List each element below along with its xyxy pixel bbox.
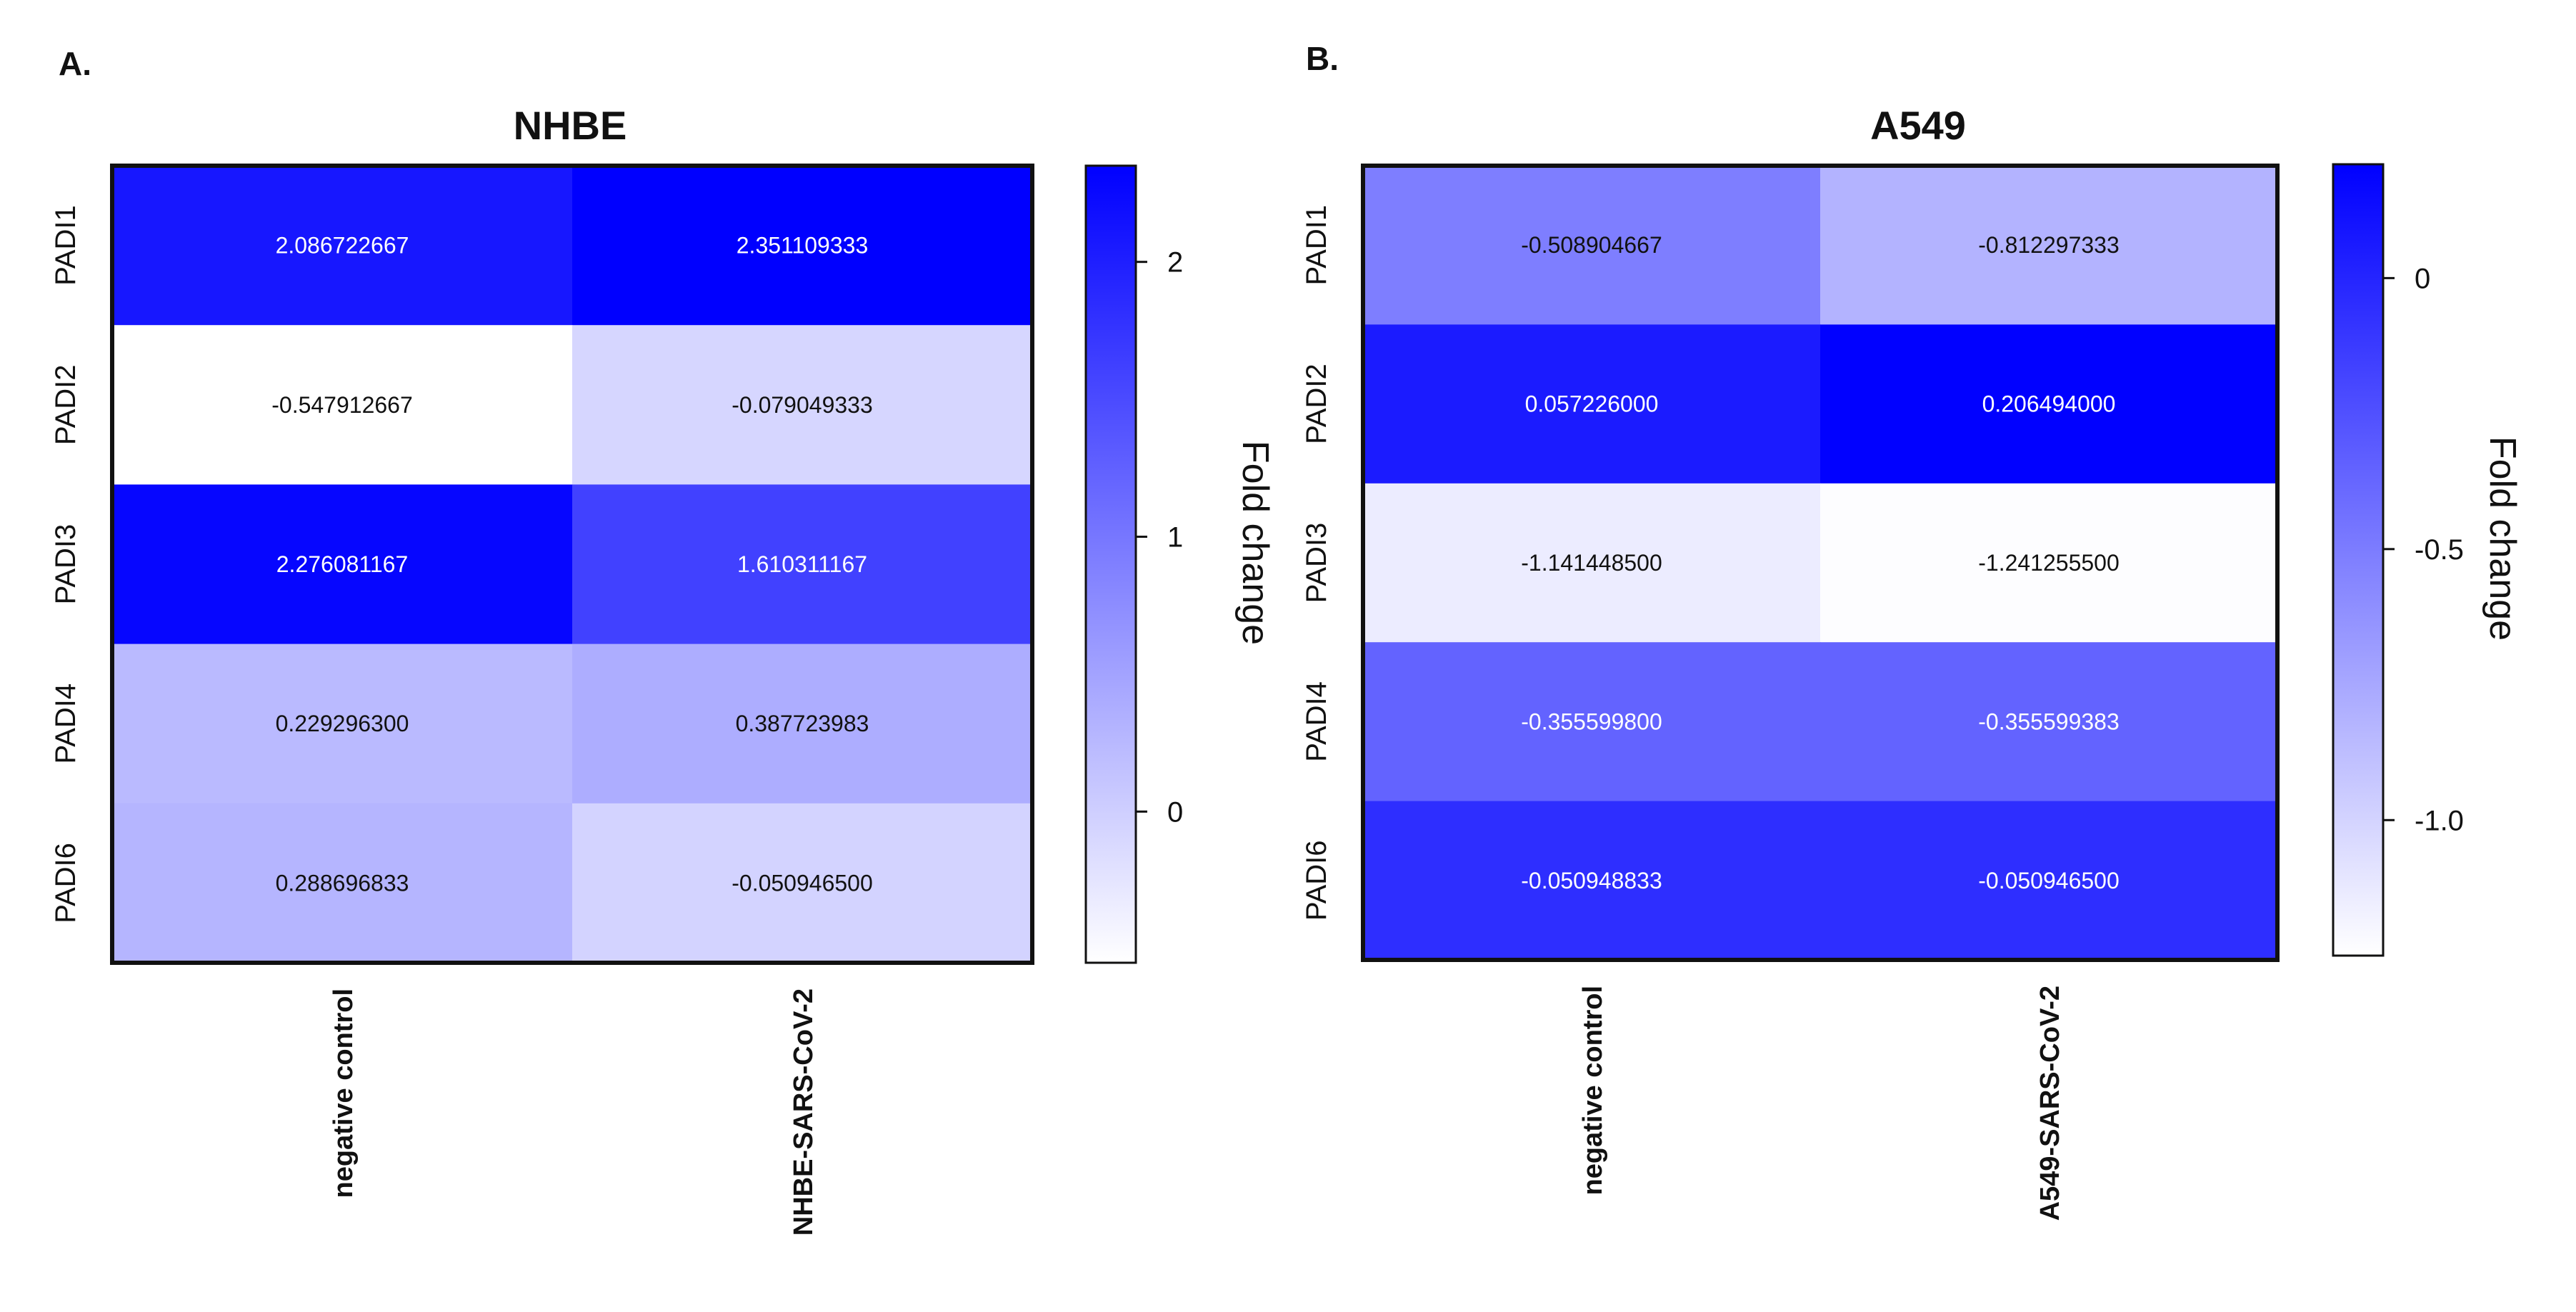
- colorbar-title: Fold change: [2482, 436, 2523, 641]
- colorbar-tick-label: 0: [1167, 796, 1183, 828]
- heatmap-cell: [572, 166, 1033, 326]
- row-label: PADI4: [1301, 681, 1332, 762]
- row-label: PADI1: [50, 205, 81, 286]
- column-label: NHBE-SARS-CoV-2: [789, 988, 819, 1236]
- chart-title: NHBE: [514, 103, 627, 148]
- cell-value-label: -0.355599800: [1521, 708, 1662, 734]
- cell-value-label: -0.508904667: [1521, 232, 1662, 258]
- cell-value-label: 0.288696833: [276, 870, 409, 896]
- column-label: negative control: [1578, 986, 1608, 1196]
- heatmap-cell: [572, 803, 1033, 963]
- row-label: PADI2: [50, 364, 81, 445]
- heatmap-cell: [112, 484, 573, 645]
- heatmap-cell: [1820, 483, 2278, 643]
- heatmap-cell: [1363, 801, 1821, 961]
- colorbar: [1084, 164, 1137, 964]
- panel-label: A.: [59, 45, 91, 82]
- cell-value-label: 0.387723983: [736, 711, 869, 736]
- heatmap-cell: [1820, 642, 2278, 802]
- cell-value-label: 2.351109333: [737, 233, 868, 259]
- heatmap-cell: [112, 325, 573, 485]
- cell-value-label: 0.229296300: [276, 711, 409, 736]
- chart-title: A549: [1870, 103, 1966, 148]
- cell-value-label: 1.610311167: [737, 551, 867, 577]
- cell-value-label: -0.547912667: [271, 392, 413, 418]
- row-label: PADI3: [50, 524, 81, 605]
- row-label: PADI2: [1301, 364, 1332, 444]
- cell-value-label: -1.141448500: [1521, 550, 1662, 576]
- row-label: PADI6: [1301, 840, 1332, 921]
- plot-frame: [110, 164, 1034, 965]
- heatmap-cell: [112, 166, 573, 326]
- colorbar-title: Fold change: [1234, 441, 1276, 645]
- cell-value-label: -0.355599383: [1978, 708, 2120, 734]
- heatmap-cell: [112, 644, 573, 804]
- colorbar: [2332, 163, 2385, 957]
- heatmap-cell: [1363, 642, 1821, 802]
- heatmap-cell: [572, 325, 1033, 485]
- heatmap-panel-a: A. NHBE 2.086722667 2.351109333 -0.547912667…: [50, 45, 1276, 1236]
- cell-value-label: -1.241255500: [1978, 550, 2120, 576]
- row-label: PADI3: [1301, 523, 1332, 604]
- colorbar-tick-label: 0: [2415, 263, 2430, 294]
- heatmap-cell: [572, 484, 1033, 645]
- plot-frame: [1361, 164, 2280, 962]
- colorbar-tick-label: 1: [1167, 522, 1183, 554]
- cell-value-label: -0.812297333: [1978, 232, 2120, 258]
- cell-value-label: 0.206494000: [1982, 391, 2116, 417]
- cell-value-label: -0.050946500: [1978, 868, 2120, 893]
- column-label: A549-SARS-CoV-2: [2035, 986, 2065, 1221]
- heatmap-cell: [1363, 483, 1821, 643]
- cell-value-label: -0.050948833: [1521, 868, 1662, 893]
- row-label: PADI4: [50, 683, 81, 764]
- heatmap-panel-b: B. A549 -0.508904667 -0.812297333 0.05722600…: [1301, 40, 2523, 1221]
- colorbar-tick-label: -0.5: [2415, 534, 2464, 566]
- heatmap-cell: [1820, 324, 2278, 484]
- heatmap-cell: [1363, 166, 1821, 325]
- heatmap-cell: [112, 803, 573, 963]
- colorbar-tick-label: -1.0: [2415, 805, 2464, 836]
- heatmap-cell: [1820, 166, 2278, 325]
- column-label: negative control: [329, 988, 359, 1198]
- cell-value-label: -0.079049333: [732, 392, 873, 418]
- row-label: PADI6: [50, 843, 81, 923]
- heatmap-cell: [1820, 801, 2278, 961]
- panel-label: B.: [1306, 40, 1339, 77]
- heatmap-cell: [1363, 324, 1821, 484]
- cell-value-label: 2.276081167: [276, 551, 408, 577]
- heatmap-cell: [572, 644, 1033, 804]
- cell-value-label: 2.086722667: [276, 233, 409, 259]
- row-label: PADI1: [1301, 205, 1332, 286]
- cell-value-label: -0.050946500: [732, 870, 873, 896]
- cell-value-label: 0.057226000: [1525, 391, 1659, 417]
- colorbar-tick-label: 2: [1167, 247, 1183, 279]
